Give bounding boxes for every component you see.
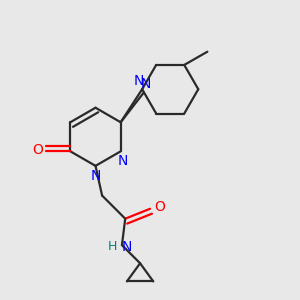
Text: O: O xyxy=(32,143,43,157)
Text: N: N xyxy=(140,77,151,91)
Text: N: N xyxy=(122,240,132,254)
Text: N: N xyxy=(117,154,128,168)
Text: N: N xyxy=(134,74,144,88)
Text: H: H xyxy=(107,240,117,253)
Text: N: N xyxy=(90,169,101,183)
Text: O: O xyxy=(154,200,165,214)
